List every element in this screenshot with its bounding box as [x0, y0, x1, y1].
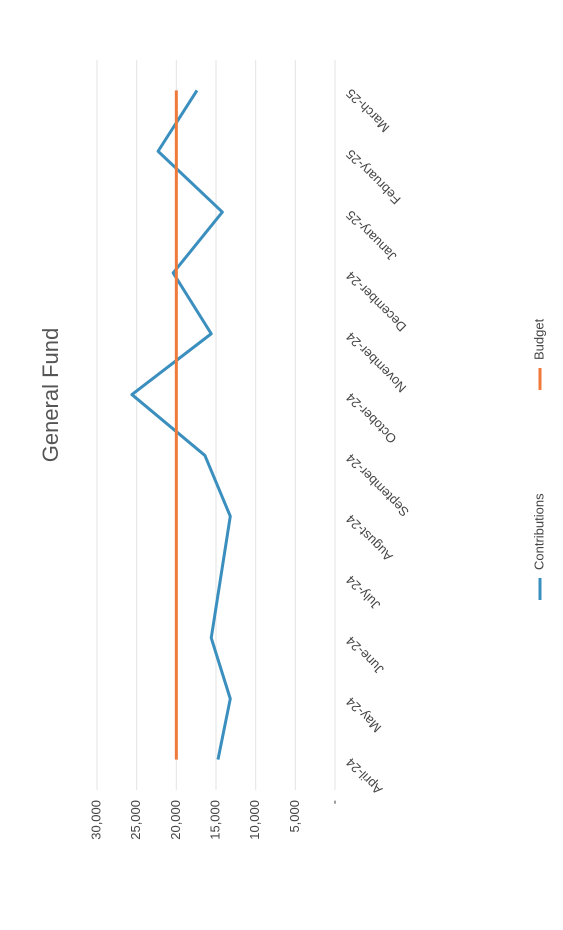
y-tick-label: 30,000: [88, 800, 103, 840]
x-tick-label: May-24: [343, 694, 384, 735]
x-tick-label: June-24: [343, 633, 387, 677]
x-tick-label: July-24: [343, 573, 383, 613]
x-tick-label: February-25: [343, 147, 404, 208]
series-line: [130, 89, 232, 760]
x-tick-label: December-24: [343, 268, 409, 334]
chart-title: General Fund: [38, 328, 63, 463]
y-tick-label: 10,000: [247, 800, 262, 840]
x-tick-label: March-25: [343, 86, 392, 135]
x-tick-label: September-24: [343, 451, 412, 520]
x-tick-label: August-24: [343, 512, 396, 565]
x-tick-label: April-24: [343, 755, 385, 797]
legend-label: Budget: [531, 318, 546, 360]
chart: General Fund - 5,000 10,000 15,000 20,000 25,…: [38, 60, 546, 840]
y-tick-label: 5,000: [287, 800, 302, 833]
x-tick-label: November-24: [343, 329, 409, 395]
x-tick-label: October-24: [343, 390, 400, 447]
y-tick-label: 15,000: [207, 800, 222, 840]
y-tick-label: 25,000: [128, 800, 143, 840]
x-tick-label: January-25: [343, 208, 400, 265]
y-tick-label: 20,000: [168, 800, 183, 840]
legend-label: Contributions: [531, 493, 546, 570]
y-tick-label: -: [326, 800, 341, 804]
